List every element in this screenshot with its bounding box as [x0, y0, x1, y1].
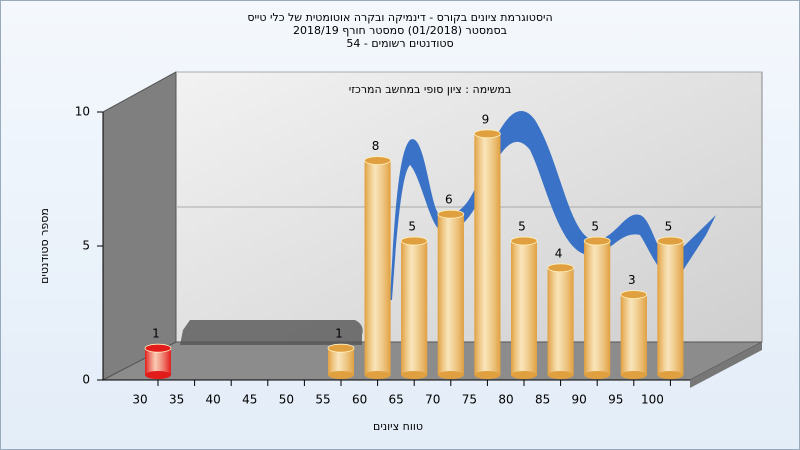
bar-bottom: [401, 371, 428, 379]
data-label: 5: [591, 220, 599, 234]
bar-top: [620, 290, 648, 300]
data-label: 3: [628, 273, 636, 287]
bar-bottom: [437, 371, 464, 379]
x-tick-label: 55: [315, 393, 330, 407]
bar-bottom: [474, 371, 501, 379]
data-label: 1: [152, 327, 160, 341]
side-wall: [102, 71, 177, 381]
x-tick-label: 65: [389, 393, 404, 407]
bar-bottom: [145, 371, 171, 379]
bar-top: [437, 209, 465, 219]
floor-edge: [690, 342, 762, 388]
bar-shine: [474, 133, 501, 375]
x-tick-label: 100: [641, 393, 664, 407]
x-tick-label: 80: [498, 393, 513, 407]
bar-top: [657, 236, 684, 246]
y-tick-label: 0: [82, 373, 90, 387]
bar-top: [547, 263, 574, 273]
x-tick-label: 70: [425, 393, 440, 407]
y-tick-label: 5: [82, 239, 90, 253]
data-label: 9: [482, 112, 490, 126]
x-tick-label: 90: [572, 393, 587, 407]
bar-bottom: [620, 371, 647, 379]
x-tick-label: 30: [132, 393, 147, 407]
bar-top: [510, 236, 538, 246]
data-label: 1: [335, 327, 343, 341]
bar-shine: [584, 241, 611, 375]
bar-top: [364, 156, 392, 166]
bar-top: [327, 343, 355, 353]
data-label: 5: [665, 220, 673, 234]
x-tick-label: 85: [535, 393, 550, 407]
data-label: 4: [555, 246, 563, 260]
bar-bottom: [584, 371, 611, 379]
bar-top: [473, 129, 501, 139]
chart-subtitle: 54 - סטודנטים רשומים: [346, 37, 453, 50]
x-tick-label: 40: [206, 393, 221, 407]
shadow: [180, 320, 363, 345]
bar-shine: [620, 294, 647, 375]
data-label: 6: [445, 193, 453, 207]
x-tick-label: 35: [169, 393, 184, 407]
chart-subtitle: בסמסטר (01/2018) סמסטר חורף 2018/19: [293, 24, 507, 37]
bar-top: [583, 236, 611, 246]
bar-bottom: [328, 371, 354, 379]
x-tick-label: 95: [608, 393, 623, 407]
data-label: 8: [372, 139, 380, 153]
bar-shine: [547, 267, 574, 375]
y-tick-label: 10: [75, 105, 90, 119]
x-tick-label: 60: [352, 393, 367, 407]
bar-bottom: [364, 371, 391, 379]
ribbon: [390, 111, 716, 300]
bar-shine: [328, 348, 354, 375]
bar-bottom: [657, 371, 684, 379]
data-label: 5: [408, 220, 416, 234]
bar-bottom: [511, 371, 537, 379]
x-tick-label: 50: [279, 393, 294, 407]
x-tick-label: 45: [242, 393, 257, 407]
y-axis-label: מספר סטודנטים: [38, 208, 51, 284]
bar-bottom: [547, 371, 574, 379]
chart-title: היסטוגרמת ציונים בקורס - דינמיקה ובקרה א…: [247, 11, 552, 24]
bar-shine: [401, 241, 428, 375]
annotation: במשימה : ציון סופי במחשב המרכזי: [349, 83, 512, 96]
bar-shine: [511, 241, 537, 375]
bar-top: [400, 236, 428, 246]
data-label: 5: [518, 220, 526, 234]
bar-shine: [145, 348, 171, 375]
bar-shine: [364, 160, 391, 375]
bar-shine: [657, 241, 684, 375]
bar-shine: [437, 214, 464, 375]
bar-top: [144, 343, 172, 353]
x-tick-label: 75: [462, 393, 477, 407]
x-axis-label: טווח ציונים: [373, 420, 423, 433]
